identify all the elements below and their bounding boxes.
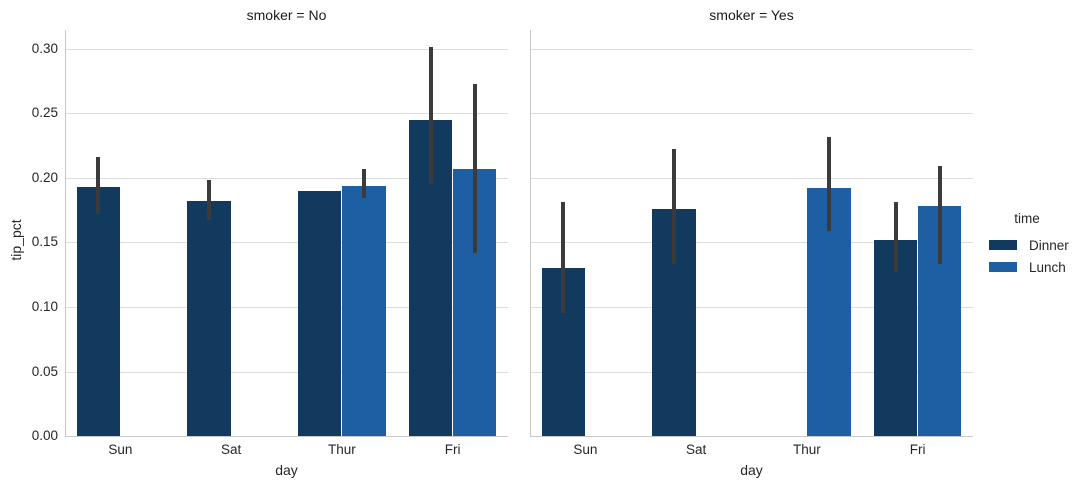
y-tick-label: 0.10: [31, 298, 58, 314]
y-tick-label: 0.20: [31, 169, 58, 185]
bar-smoker-no-thur-lunch: [342, 185, 386, 436]
legend: time Dinner Lunch: [986, 210, 1082, 278]
gridline: [530, 242, 973, 244]
x-tick-label-sun: Sun: [573, 442, 598, 457]
y-axis-spine: [530, 30, 531, 436]
gridline: [65, 177, 508, 179]
errorbar-smoker-no-fri-lunch: [472, 83, 477, 253]
legend-item-lunch: Lunch: [986, 256, 1082, 278]
x-tick-label-fri: Fri: [444, 442, 461, 457]
x-tick-label-thur: Thur: [328, 442, 356, 457]
x-axis-label: day: [275, 462, 298, 478]
errorbar-smoker-yes-fri-lunch: [937, 166, 942, 265]
errorbar-smoker-no-thur-lunch: [362, 168, 366, 199]
errorbar-smoker-yes-sat-dinner: [672, 149, 676, 265]
legend-swatch-dinner: [989, 240, 1017, 250]
gridline: [65, 242, 508, 244]
y-tick-label: 0.00: [31, 428, 58, 443]
gridline: [530, 371, 973, 373]
gridline: [530, 113, 973, 115]
y-tick-label: 0.30: [31, 40, 58, 56]
legend-label-dinner: Dinner: [1029, 237, 1069, 253]
x-tick-label-sun: Sun: [108, 442, 133, 457]
errorbar-smoker-yes-sun-dinner: [561, 202, 566, 314]
bar-smoker-no-sat-dinner: [187, 201, 231, 436]
y-tick-label: 0.25: [31, 105, 58, 121]
legend-label-lunch: Lunch: [1029, 259, 1066, 275]
errorbar-smoker-yes-fri-dinner: [893, 202, 898, 272]
legend-item-dinner: Dinner: [986, 234, 1082, 256]
errorbar-smoker-yes-thur-lunch: [827, 136, 831, 231]
errorbar-smoker-no-fri-dinner: [428, 47, 433, 185]
y-tick-label: 0.15: [31, 234, 58, 250]
gridline: [530, 306, 973, 308]
x-axis-spine: [65, 436, 508, 437]
x-axis-spine: [530, 436, 973, 437]
x-tick-label-sat: Sat: [685, 442, 707, 457]
facet-title-smoker-no: smoker = No: [246, 7, 327, 23]
x-tick-label-sat: Sat: [220, 442, 242, 457]
y-axis-spine: [65, 30, 66, 436]
gridline: [65, 306, 508, 308]
bar-smoker-no-thur-dinner: [298, 190, 342, 436]
x-tick-label-thur: Thur: [793, 442, 821, 457]
bar-smoker-yes-fri-dinner: [873, 239, 918, 436]
errorbar-smoker-no-sat-dinner: [207, 180, 211, 221]
errorbar-smoker-no-sun-dinner: [96, 157, 101, 214]
x-tick-label-fri: Fri: [909, 442, 926, 457]
legend-swatch-lunch: [989, 262, 1017, 272]
legend-title: time: [1014, 211, 1040, 226]
x-axis-label: day: [740, 462, 763, 478]
facet-title-smoker-yes: smoker = Yes: [709, 7, 794, 23]
gridline: [65, 113, 508, 115]
bar-smoker-no-sun-dinner: [76, 186, 120, 436]
gridline: [530, 48, 973, 50]
gridline: [530, 177, 973, 179]
gridline: [65, 371, 508, 373]
y-tick-label: 0.05: [31, 363, 58, 379]
gridline: [65, 48, 508, 50]
